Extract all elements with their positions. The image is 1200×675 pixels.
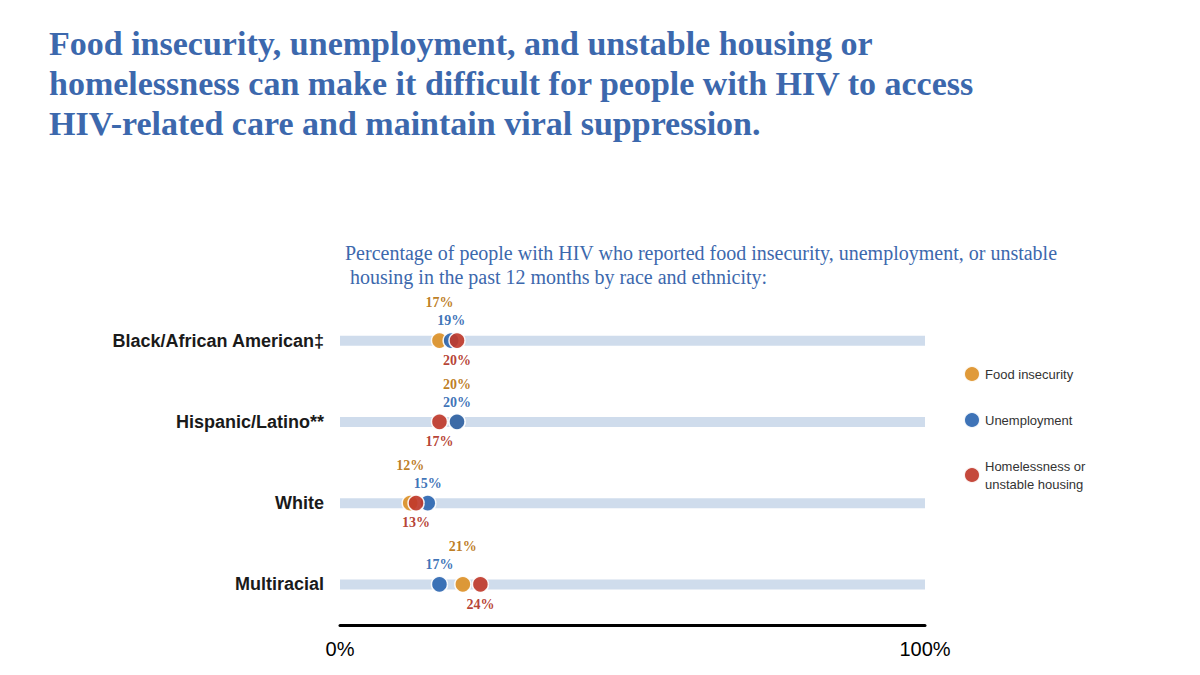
svg-text:24%: 24% [466, 597, 494, 612]
svg-text:Food insecurity, unemployment,: Food insecurity, unemployment, and unsta… [49, 25, 881, 62]
svg-text:21%: 21% [449, 539, 477, 554]
svg-text:20%: 20% [443, 377, 471, 392]
svg-text:100%: 100% [899, 638, 950, 660]
svg-text:Black/African American‡: Black/African American‡ [113, 331, 324, 351]
svg-text:HIV-related care and maintain: HIV-related care and maintain viral supp… [49, 105, 761, 142]
svg-text:housing in the past 12 months: housing in the past 12 months by race an… [345, 266, 767, 289]
svg-text:15%: 15% [414, 476, 442, 491]
svg-text:20%: 20% [443, 395, 471, 410]
svg-text:0%: 0% [326, 638, 355, 660]
svg-text:Homelessness or: Homelessness or [985, 459, 1089, 474]
svg-text:Unemployment: Unemployment [985, 413, 1073, 428]
svg-text:17%: 17% [425, 295, 453, 310]
svg-text:homelessness can make it diffi: homelessness can make it difficult for p… [49, 65, 982, 102]
svg-text:19%: 19% [437, 313, 465, 328]
svg-text:Food insecurity: Food insecurity [985, 367, 1074, 382]
svg-text:17%: 17% [425, 557, 453, 572]
svg-text:Hispanic/Latino**: Hispanic/Latino** [176, 412, 324, 432]
svg-text:13%: 13% [402, 515, 430, 530]
svg-text:Percentage of people with HIV: Percentage of people with HIV who report… [345, 242, 1057, 265]
svg-text:20%: 20% [443, 353, 471, 368]
svg-text:unstable housing: unstable housing [985, 477, 1083, 492]
svg-text:White: White [275, 493, 324, 513]
svg-text:Multiracial: Multiracial [235, 574, 324, 594]
svg-text:12%: 12% [396, 458, 424, 473]
svg-text:17%: 17% [425, 434, 453, 449]
